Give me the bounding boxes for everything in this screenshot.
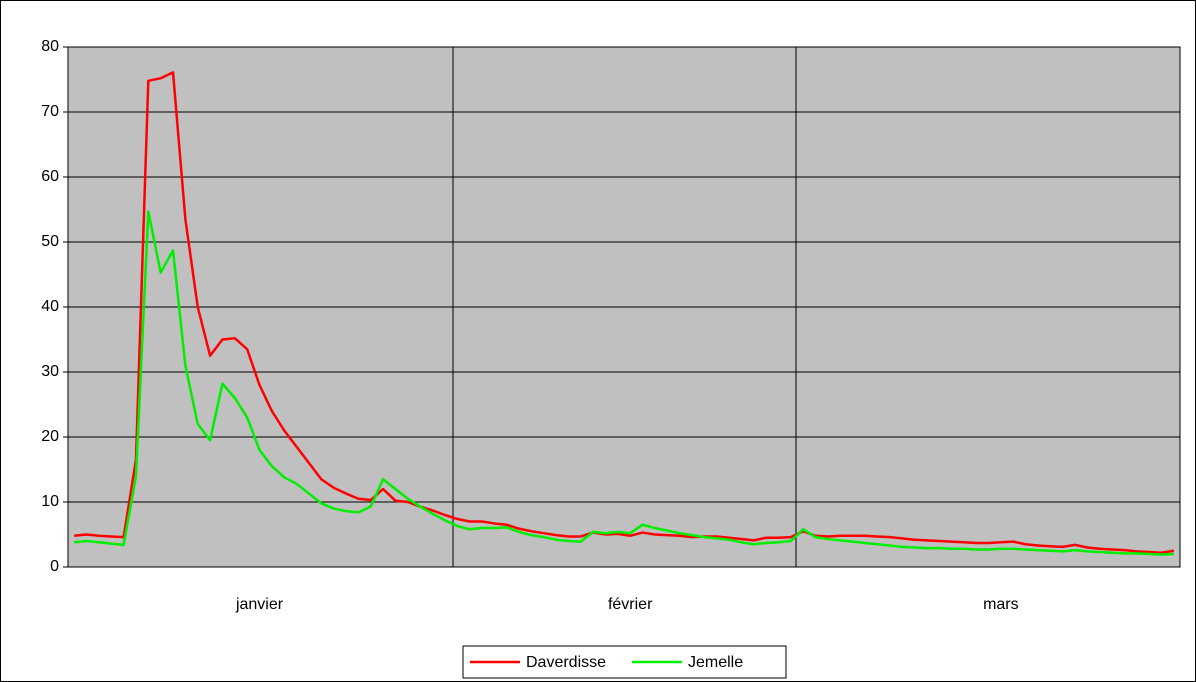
legend-label: Daverdisse [526,654,606,671]
x-tick-label: janvier [235,596,284,613]
y-tick-label: 70 [41,103,59,120]
y-tick-label: 30 [41,363,59,380]
series-line [74,210,1174,556]
y-tick-label: 10 [41,493,59,510]
y-tick-label: 60 [41,168,59,185]
legend [462,645,787,679]
grid [68,46,1180,568]
y-tick-label: 0 [50,558,59,575]
lines [74,71,1175,556]
y-tick-label: 50 [41,233,59,250]
x-tick-label: mars [983,596,1019,613]
series-line [74,71,1175,554]
x-tick-label: février [608,596,653,613]
y-tick-label: 20 [41,428,59,445]
y-tick-label: 80 [41,38,59,55]
y-tick-label: 40 [41,298,59,315]
legend-label: Jemelle [688,654,743,671]
